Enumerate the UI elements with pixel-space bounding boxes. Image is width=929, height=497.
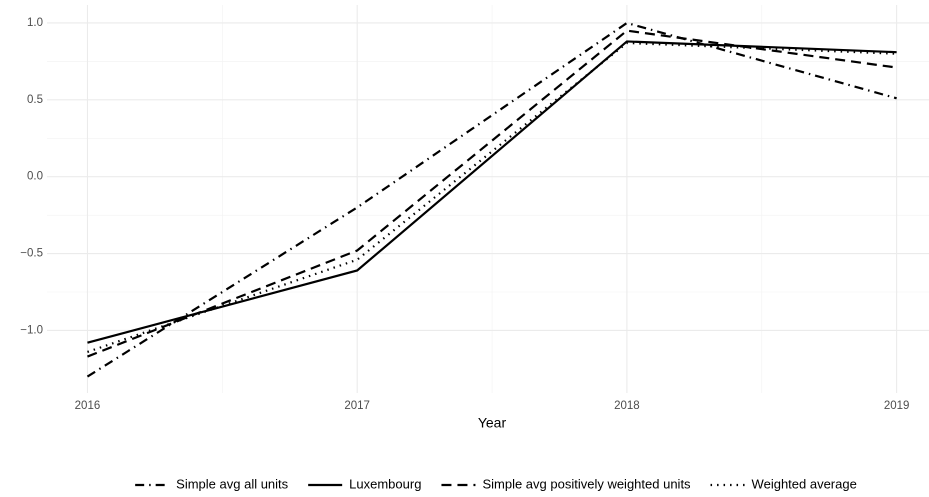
x-tick-label: 2016	[75, 400, 101, 412]
x-tick-label: 2019	[884, 400, 910, 412]
legend: Simple avg all units Luxembourg Simple avg…	[135, 476, 857, 491]
y-tick-label: 1.0	[27, 17, 43, 29]
series-line	[87, 29, 897, 358]
y-tick-label: 0.5	[27, 94, 43, 106]
y-tick-label: −1.0	[20, 324, 43, 336]
legend-label: Weighted average	[752, 476, 857, 491]
legend-label: Simple avg positively weighted units	[482, 476, 691, 491]
y-tick-label: 0.0	[27, 171, 43, 183]
x-axis-title: Year	[478, 415, 507, 431]
legend-label: Simple avg all units	[176, 476, 288, 491]
x-tick-label: 2018	[614, 400, 640, 412]
series-line	[87, 40, 897, 344]
y-tick-label: −0.5	[20, 248, 43, 260]
series-line	[86, 21, 897, 378]
legend-label: Luxembourg	[349, 476, 421, 491]
x-tick-label: 2017	[344, 400, 370, 412]
